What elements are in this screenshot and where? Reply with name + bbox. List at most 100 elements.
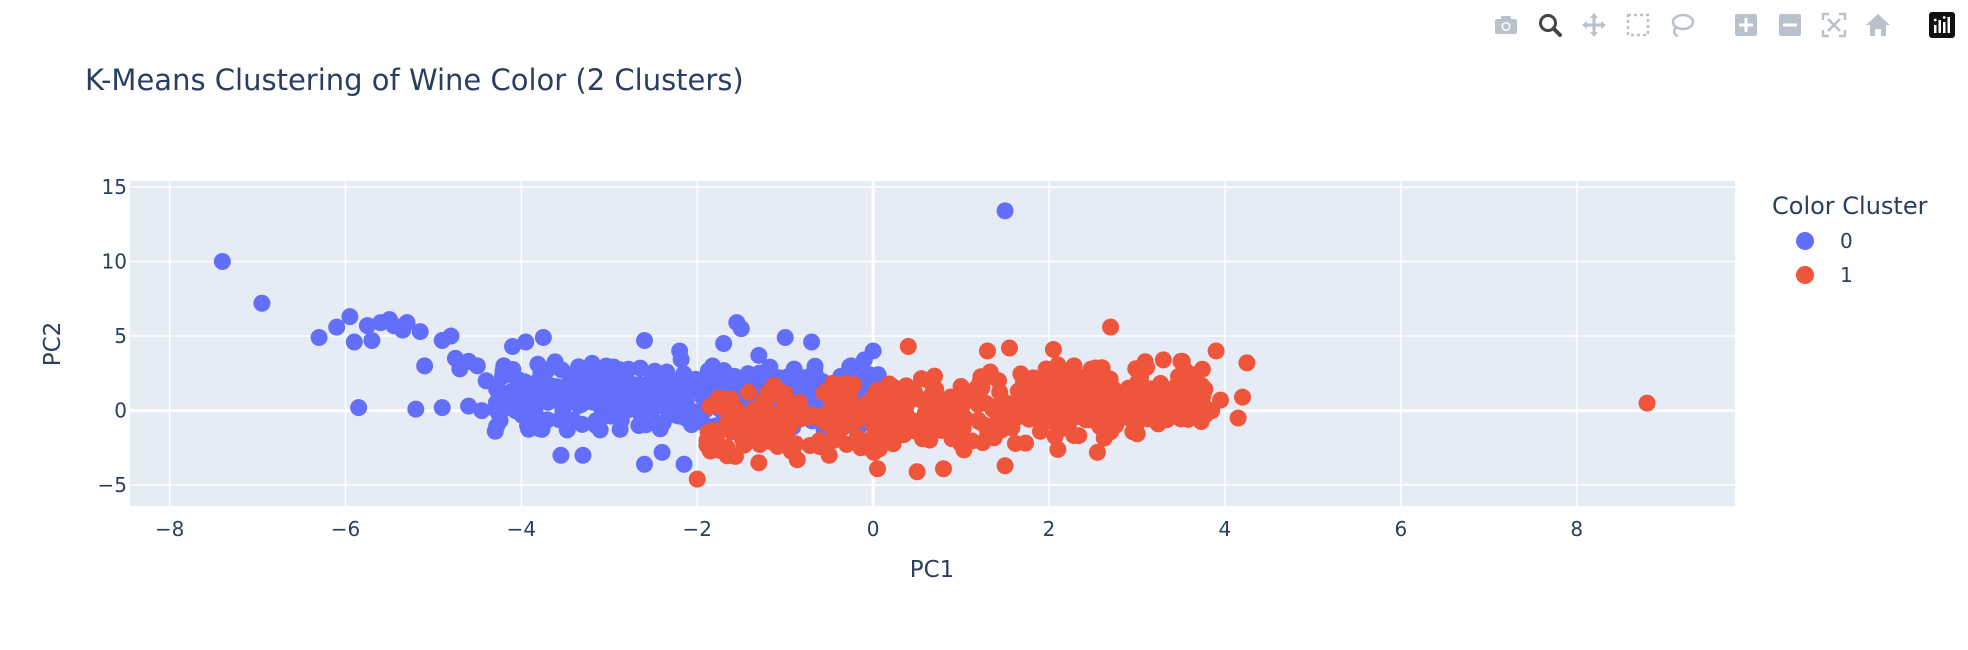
data-point-cluster-0[interactable] — [637, 406, 655, 424]
data-point-cluster-0[interactable] — [631, 359, 649, 377]
data-point-cluster-1[interactable] — [929, 411, 947, 429]
data-point-cluster-0[interactable] — [574, 446, 592, 464]
data-point-cluster-0[interactable] — [587, 412, 605, 430]
data-point-cluster-0[interactable] — [663, 377, 681, 395]
data-point-cluster-1[interactable] — [1119, 393, 1137, 411]
data-point-cluster-1[interactable] — [1030, 404, 1048, 422]
data-point-cluster-1[interactable] — [1154, 351, 1172, 369]
data-point-cluster-1[interactable] — [1207, 342, 1225, 360]
data-point-cluster-1[interactable] — [1203, 402, 1221, 420]
data-point-cluster-0[interactable] — [635, 332, 653, 350]
data-point-cluster-1[interactable] — [1089, 359, 1107, 377]
data-point-cluster-0[interactable] — [411, 323, 429, 341]
data-point-cluster-0[interactable] — [739, 365, 757, 383]
data-point-cluster-0[interactable] — [806, 357, 824, 375]
data-point-cluster-1[interactable] — [762, 433, 780, 451]
data-point-cluster-0[interactable] — [253, 294, 271, 312]
data-point-cluster-1[interactable] — [801, 436, 819, 454]
download-plot-button[interactable] — [1490, 9, 1522, 41]
lasso-select-button[interactable] — [1666, 9, 1698, 41]
data-point-cluster-0[interactable] — [345, 333, 363, 351]
data-point-cluster-0[interactable] — [659, 391, 677, 409]
reset-axes-button[interactable] — [1862, 9, 1894, 41]
pan-button[interactable] — [1578, 9, 1610, 41]
data-point-cluster-1[interactable] — [888, 407, 906, 425]
data-point-cluster-1[interactable] — [967, 393, 985, 411]
data-point-cluster-0[interactable] — [671, 342, 689, 360]
data-point-cluster-1[interactable] — [884, 435, 902, 453]
data-point-cluster-0[interactable] — [529, 355, 547, 373]
data-point-cluster-0[interactable] — [683, 375, 701, 393]
data-point-cluster-0[interactable] — [416, 357, 434, 375]
data-point-cluster-0[interactable] — [654, 414, 672, 432]
data-point-cluster-1[interactable] — [761, 420, 779, 438]
data-point-cluster-0[interactable] — [517, 333, 535, 351]
data-point-cluster-1[interactable] — [990, 405, 1008, 423]
data-point-cluster-0[interactable] — [492, 398, 510, 416]
data-point-cluster-1[interactable] — [1238, 354, 1256, 372]
data-point-cluster-1[interactable] — [897, 377, 915, 395]
data-point-cluster-1[interactable] — [1065, 357, 1083, 375]
zoom-out-button[interactable] — [1774, 9, 1806, 41]
data-point-cluster-0[interactable] — [558, 421, 576, 439]
data-point-cluster-0[interactable] — [341, 308, 359, 326]
data-point-cluster-0[interactable] — [750, 346, 768, 364]
zoom-in-button[interactable] — [1730, 9, 1762, 41]
data-point-cluster-0[interactable] — [570, 358, 588, 376]
data-point-cluster-1[interactable] — [1136, 353, 1154, 371]
data-point-cluster-0[interactable] — [600, 359, 618, 377]
data-point-cluster-0[interactable] — [675, 455, 693, 473]
data-point-cluster-1[interactable] — [826, 388, 844, 406]
data-point-cluster-0[interactable] — [328, 318, 346, 336]
data-point-cluster-1[interactable] — [869, 393, 887, 411]
data-point-cluster-0[interactable] — [996, 202, 1014, 220]
data-point-cluster-0[interactable] — [635, 455, 653, 473]
data-point-cluster-0[interactable] — [477, 372, 495, 390]
data-point-cluster-1[interactable] — [822, 415, 840, 433]
data-point-cluster-1[interactable] — [1077, 398, 1095, 416]
data-point-cluster-1[interactable] — [869, 460, 887, 478]
data-point-cluster-0[interactable] — [643, 380, 661, 398]
data-point-cluster-1[interactable] — [1092, 386, 1110, 404]
data-point-cluster-0[interactable] — [310, 329, 328, 347]
data-point-cluster-1[interactable] — [991, 383, 1009, 401]
data-point-cluster-0[interactable] — [683, 416, 701, 434]
data-point-cluster-0[interactable] — [534, 329, 552, 347]
data-point-cluster-1[interactable] — [857, 395, 875, 413]
data-point-cluster-1[interactable] — [1181, 386, 1199, 404]
data-point-cluster-1[interactable] — [1128, 413, 1146, 431]
data-point-cluster-1[interactable] — [745, 401, 763, 419]
data-point-cluster-1[interactable] — [820, 446, 838, 464]
data-point-cluster-0[interactable] — [530, 419, 548, 437]
data-point-cluster-1[interactable] — [1194, 387, 1212, 405]
data-point-cluster-0[interactable] — [653, 443, 671, 461]
data-point-cluster-1[interactable] — [723, 446, 741, 464]
data-point-cluster-1[interactable] — [1163, 406, 1181, 424]
data-point-cluster-0[interactable] — [630, 383, 648, 401]
data-point-cluster-1[interactable] — [1181, 369, 1199, 387]
data-point-cluster-1[interactable] — [1006, 434, 1024, 452]
data-point-cluster-0[interactable] — [363, 332, 381, 350]
data-point-cluster-0[interactable] — [504, 337, 522, 355]
data-point-cluster-1[interactable] — [1024, 369, 1042, 387]
data-point-cluster-0[interactable] — [585, 364, 603, 382]
data-point-cluster-0[interactable] — [795, 376, 813, 394]
data-point-cluster-0[interactable] — [398, 314, 416, 332]
data-point-cluster-1[interactable] — [1088, 443, 1106, 461]
data-point-cluster-1[interactable] — [983, 423, 1001, 441]
data-point-cluster-1[interactable] — [740, 384, 758, 402]
data-point-cluster-0[interactable] — [442, 327, 460, 345]
data-point-cluster-1[interactable] — [775, 425, 793, 443]
data-point-cluster-0[interactable] — [567, 372, 585, 390]
zoom-button[interactable] — [1534, 9, 1566, 41]
data-point-cluster-0[interactable] — [460, 397, 478, 415]
data-point-cluster-1[interactable] — [844, 412, 862, 430]
data-point-cluster-0[interactable] — [595, 386, 613, 404]
data-point-cluster-1[interactable] — [1054, 395, 1072, 413]
plot-area[interactable] — [130, 181, 1735, 506]
data-point-cluster-1[interactable] — [776, 385, 794, 403]
autoscale-button[interactable] — [1818, 9, 1850, 41]
data-point-cluster-0[interactable] — [573, 415, 591, 433]
data-point-cluster-0[interactable] — [803, 333, 821, 351]
data-point-cluster-1[interactable] — [899, 337, 917, 355]
